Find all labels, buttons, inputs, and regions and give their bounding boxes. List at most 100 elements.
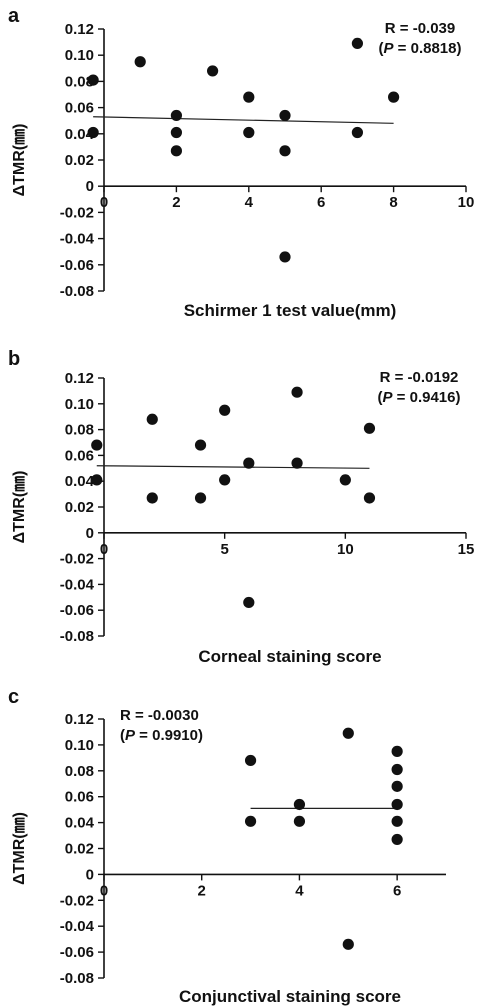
chart-panel-c: c -0.08 -0.06 -0.04 -0.02 0 0.02 0.04 0.06 0.08 0.…: [8, 686, 446, 1006]
y-tick-label: 0.02: [65, 499, 94, 516]
p-value: (P = 0.9910): [120, 727, 203, 744]
data-point: [170, 109, 182, 122]
data-point: [194, 439, 207, 451]
y-tick-label: 0.08: [65, 422, 94, 439]
y-tick-label: 0.10: [65, 396, 94, 413]
data-point: [293, 798, 306, 811]
data-point: [134, 56, 146, 68]
y-tick-label: -0.02: [60, 551, 94, 568]
panel-label: b: [8, 348, 20, 370]
y-tick-label: 0: [86, 866, 94, 883]
chart-panel-b: b -0.08 -0.06 -0.04 -0.02 0 0.02 0.04 0.06 0.08 0.…: [8, 348, 474, 666]
data-point: [146, 413, 158, 425]
y-axis-title: ΔTMR(㎜): [11, 124, 28, 197]
data-point: [87, 126, 99, 139]
p-value: (P = 0.9416): [378, 389, 461, 406]
y-tick-label: 0: [86, 178, 94, 195]
correlation-r: R = -0.0192: [380, 369, 459, 386]
y-tick-label: 0.04: [65, 126, 95, 143]
regression-line: [93, 116, 394, 124]
y-tick-label: 0.02: [65, 841, 94, 858]
data-point: [91, 474, 103, 486]
x-axis-title: Schirmer 1 test value(mm): [184, 301, 397, 320]
data-point: [351, 37, 363, 50]
x-tick-label: 0: [100, 882, 108, 899]
data-point: [219, 474, 231, 486]
x-axis-title: Corneal staining score: [198, 647, 381, 666]
y-tick-label: 0.10: [65, 737, 94, 754]
y-axis-title: ΔTMR(㎜): [11, 812, 28, 885]
y-tick-label: 0.06: [65, 447, 94, 464]
correlation-r: R = -0.039: [385, 20, 455, 37]
data-point: [388, 91, 400, 103]
data-point: [243, 91, 255, 103]
y-tick-label: -0.08: [60, 970, 94, 987]
data-point: [391, 745, 403, 757]
panel-label: c: [8, 686, 19, 708]
y-tick-label: -0.02: [60, 204, 94, 221]
data-point: [170, 145, 182, 157]
x-tick-label: 6: [393, 882, 401, 899]
data-point: [243, 126, 255, 139]
data-point: [279, 145, 291, 157]
data-point: [342, 938, 354, 950]
y-tick-label: -0.04: [60, 231, 95, 248]
y-tick-label: 0.08: [65, 73, 94, 90]
data-point: [207, 65, 219, 77]
data-point: [87, 74, 99, 86]
y-tick-label: -0.08: [60, 283, 94, 300]
y-tick-label: -0.06: [60, 944, 94, 961]
y-tick-label: -0.06: [60, 602, 94, 619]
data-point: [146, 492, 158, 504]
y-axis-title: ΔTMR(㎜): [11, 471, 28, 544]
y-tick-label: -0.04: [60, 918, 95, 935]
data-point: [243, 596, 255, 609]
data-point: [219, 404, 231, 416]
data-point: [279, 251, 291, 263]
x-tick-label: 0: [100, 541, 108, 558]
data-point: [391, 798, 403, 811]
data-point: [244, 754, 257, 767]
y-tick-label: 0.06: [65, 100, 94, 117]
data-point: [243, 457, 255, 469]
x-tick-label: 2: [198, 882, 206, 899]
x-axis-title: Conjunctival staining score: [179, 987, 401, 1006]
regression-line: [96, 465, 370, 469]
x-tick-label: 10: [458, 194, 475, 211]
y-tick-label: -0.04: [60, 576, 95, 593]
data-point: [170, 126, 182, 139]
x-tick-label: 4: [245, 194, 254, 211]
y-tick-label: 0.06: [65, 789, 94, 806]
data-point: [351, 126, 363, 139]
p-value: (P = 0.8818): [379, 40, 462, 57]
y-tick-label: 0.10: [65, 47, 94, 64]
y-tick-label: 0: [86, 525, 94, 542]
data-point: [339, 474, 351, 486]
y-tick-label: 0.12: [65, 711, 94, 728]
x-tick-label: 5: [220, 541, 228, 558]
x-tick-label: 0: [100, 194, 108, 211]
data-point: [342, 727, 354, 739]
data-point: [91, 439, 103, 451]
x-tick-label: 6: [317, 194, 325, 211]
y-tick-label: -0.06: [60, 257, 94, 274]
y-tick-label: 0.08: [65, 763, 94, 780]
x-tick-label: 4: [295, 882, 304, 899]
y-tick-label: -0.08: [60, 628, 94, 645]
x-tick-label: 15: [458, 541, 475, 558]
data-point: [391, 833, 403, 846]
y-tick-label: 0.12: [65, 370, 94, 387]
data-point: [363, 492, 376, 504]
data-point: [293, 815, 306, 827]
x-tick-label: 10: [337, 541, 354, 558]
x-tick-label: 8: [389, 194, 397, 211]
panel-label: a: [8, 5, 20, 27]
data-point: [279, 109, 291, 122]
y-tick-label: 0.04: [65, 473, 95, 490]
data-point: [363, 422, 376, 434]
y-tick-label: -0.02: [60, 892, 94, 909]
data-point: [291, 457, 303, 469]
correlation-r: R = -0.0030: [120, 707, 199, 724]
x-tick-label: 2: [172, 194, 180, 211]
